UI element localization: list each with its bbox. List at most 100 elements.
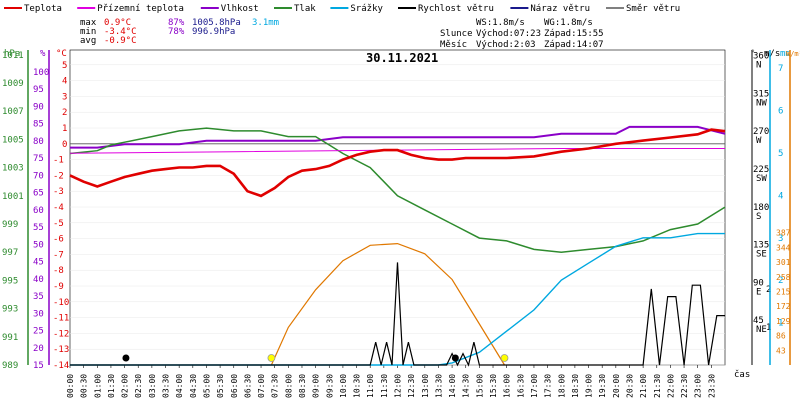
- axis-temp-tick: 0: [62, 140, 67, 150]
- axis-time-tick: 22:30: [680, 374, 689, 398]
- axis-temp-tick: -3: [53, 187, 64, 197]
- legend-label-5: Rychlost větru: [418, 4, 494, 14]
- axis-time-tick: 08:00: [284, 374, 293, 398]
- axis-time-tick: 09:00: [312, 374, 321, 398]
- axis-hpa-tick: 991: [2, 333, 18, 343]
- axis-dir-deg: 90: [753, 278, 764, 288]
- axis-mm-tick: 1: [778, 319, 783, 329]
- axis-dir-deg: 225: [753, 165, 769, 175]
- wind-ws: WS:1.8m/s: [476, 18, 525, 28]
- axis-time-tick: 04:30: [189, 374, 198, 398]
- axis-pct-unit: %: [40, 49, 46, 59]
- series-wind-line: [70, 262, 725, 367]
- stat-min-temp: -3.4°C: [104, 27, 137, 37]
- axis-dir-deg: 270: [753, 127, 769, 137]
- axis-pct-tick: 95: [33, 85, 44, 95]
- axis-time-tick: 14:30: [462, 374, 471, 398]
- axis-temp-tick: -6: [53, 235, 64, 245]
- axis-time-tick: 19:30: [598, 374, 607, 398]
- axis-pct-tick: 40: [33, 275, 44, 285]
- axis-time-tick: 13:30: [434, 374, 443, 398]
- axis-time-tick: 01:30: [107, 374, 116, 398]
- series-solar-line: [270, 242, 506, 366]
- axis-pct-tick: 30: [33, 309, 44, 319]
- axis-dir-deg: 180: [753, 203, 769, 213]
- axis-wm2-tick: 43: [776, 346, 786, 355]
- axis-pct-tick: 75: [33, 154, 44, 164]
- axis-temp-tick: 3: [62, 92, 67, 102]
- moon-label: Měsíc: [440, 40, 467, 50]
- axis-hpa-tick: 1001: [2, 192, 24, 202]
- axis-time-tick: 19:00: [585, 374, 594, 398]
- axis-time-tick: 18:00: [557, 374, 566, 398]
- moonset-marker: [451, 354, 459, 362]
- axis-time-tick: 23:00: [694, 374, 703, 398]
- axis-mm-tick: 4: [778, 191, 783, 201]
- axis-dir-card: SE: [756, 250, 767, 260]
- axis-time-tick: 09:30: [325, 374, 334, 398]
- axis-hpa-unit: hPa: [4, 49, 20, 59]
- axis-hpa-tick: 1007: [2, 107, 24, 117]
- axis-temp-tick: 5: [62, 61, 67, 71]
- axis-pct-tick: 90: [33, 102, 44, 112]
- sun-rise: Východ:07:23: [476, 29, 541, 39]
- axis-time-label: čas: [734, 369, 750, 380]
- axis-temp-tick: -11: [53, 314, 69, 324]
- axis-wm2-tick: 301: [776, 258, 791, 267]
- axis-dir-card: N: [756, 61, 761, 71]
- axis-time-tick: 07:00: [257, 374, 266, 398]
- sun-set: Západ:15:55: [544, 29, 604, 39]
- legend-label-4: Srážky: [350, 4, 383, 14]
- axis-mm-tick: 3: [778, 234, 783, 244]
- axis-time-tick: 14:00: [448, 374, 457, 398]
- chart-title: 30.11.2021: [366, 51, 438, 65]
- axis-wm2-tick: 258: [776, 273, 791, 282]
- axis-time-tick: 23:30: [707, 374, 716, 398]
- axis-time-tick: 05:00: [202, 374, 211, 398]
- axis-wm2-tick: 86: [776, 332, 786, 341]
- axis-time-tick: 21:30: [653, 374, 662, 398]
- axis-temp-tick: -13: [53, 345, 69, 355]
- stat-min-press: 996.9hPa: [192, 27, 235, 37]
- stat-avg-temp: -0.9°C: [104, 36, 137, 46]
- axis-temp-unit: °C: [56, 49, 67, 59]
- axis-mm-tick: 2: [778, 276, 783, 286]
- axis-dir-deg: 360: [753, 52, 769, 62]
- moon-rise: Východ:2:03: [476, 40, 536, 50]
- axis-temp-tick: 4: [62, 77, 67, 87]
- axis-mm-tick: 7: [778, 64, 783, 74]
- axis-temp-tick: 2: [62, 108, 67, 118]
- axis-time-tick: 13:00: [421, 374, 430, 398]
- axis-time-tick: 02:30: [134, 374, 143, 398]
- axis-time-tick: 06:30: [243, 374, 252, 398]
- stat-avg-label: avg: [80, 36, 96, 46]
- axis-time-tick: 16:30: [516, 374, 525, 398]
- axis-time-tick: 17:00: [530, 374, 539, 398]
- axis-time-tick: 20:30: [625, 374, 634, 398]
- axis-pct-tick: 35: [33, 292, 44, 302]
- axis-hpa-tick: 1003: [2, 164, 24, 174]
- series-precip-line: [70, 232, 725, 366]
- axis-time-tick: 12:00: [394, 374, 403, 398]
- axis-ms-tick: 2: [766, 285, 771, 295]
- axis-time-tick: 00:30: [80, 374, 89, 398]
- axis-temp-tick: -1: [53, 156, 64, 166]
- stat-max-temp: 0.9°C: [104, 18, 131, 28]
- axis-hpa-tick: 1009: [2, 79, 24, 89]
- axis-time-tick: 11:30: [380, 374, 389, 398]
- axis-pct-tick: 15: [33, 361, 44, 371]
- stat-max-hum: 87%: [168, 18, 185, 28]
- stat-max-rain: 3.1mm: [252, 18, 279, 28]
- axis-wm2-tick: 344: [776, 243, 791, 252]
- plot-frame: [69, 49, 726, 366]
- axis-hpa-tick: 1005: [2, 135, 24, 145]
- axis-time-tick: 02:00: [121, 374, 130, 398]
- axis-time-tick: 21:00: [639, 374, 648, 398]
- axis-time-tick: 15:00: [475, 374, 484, 398]
- axis-pct-tick: 45: [33, 258, 44, 268]
- axis-hpa-tick: 995: [2, 276, 18, 286]
- axis-time-tick: 20:00: [612, 374, 621, 398]
- axis-pct-tick: 85: [33, 120, 44, 130]
